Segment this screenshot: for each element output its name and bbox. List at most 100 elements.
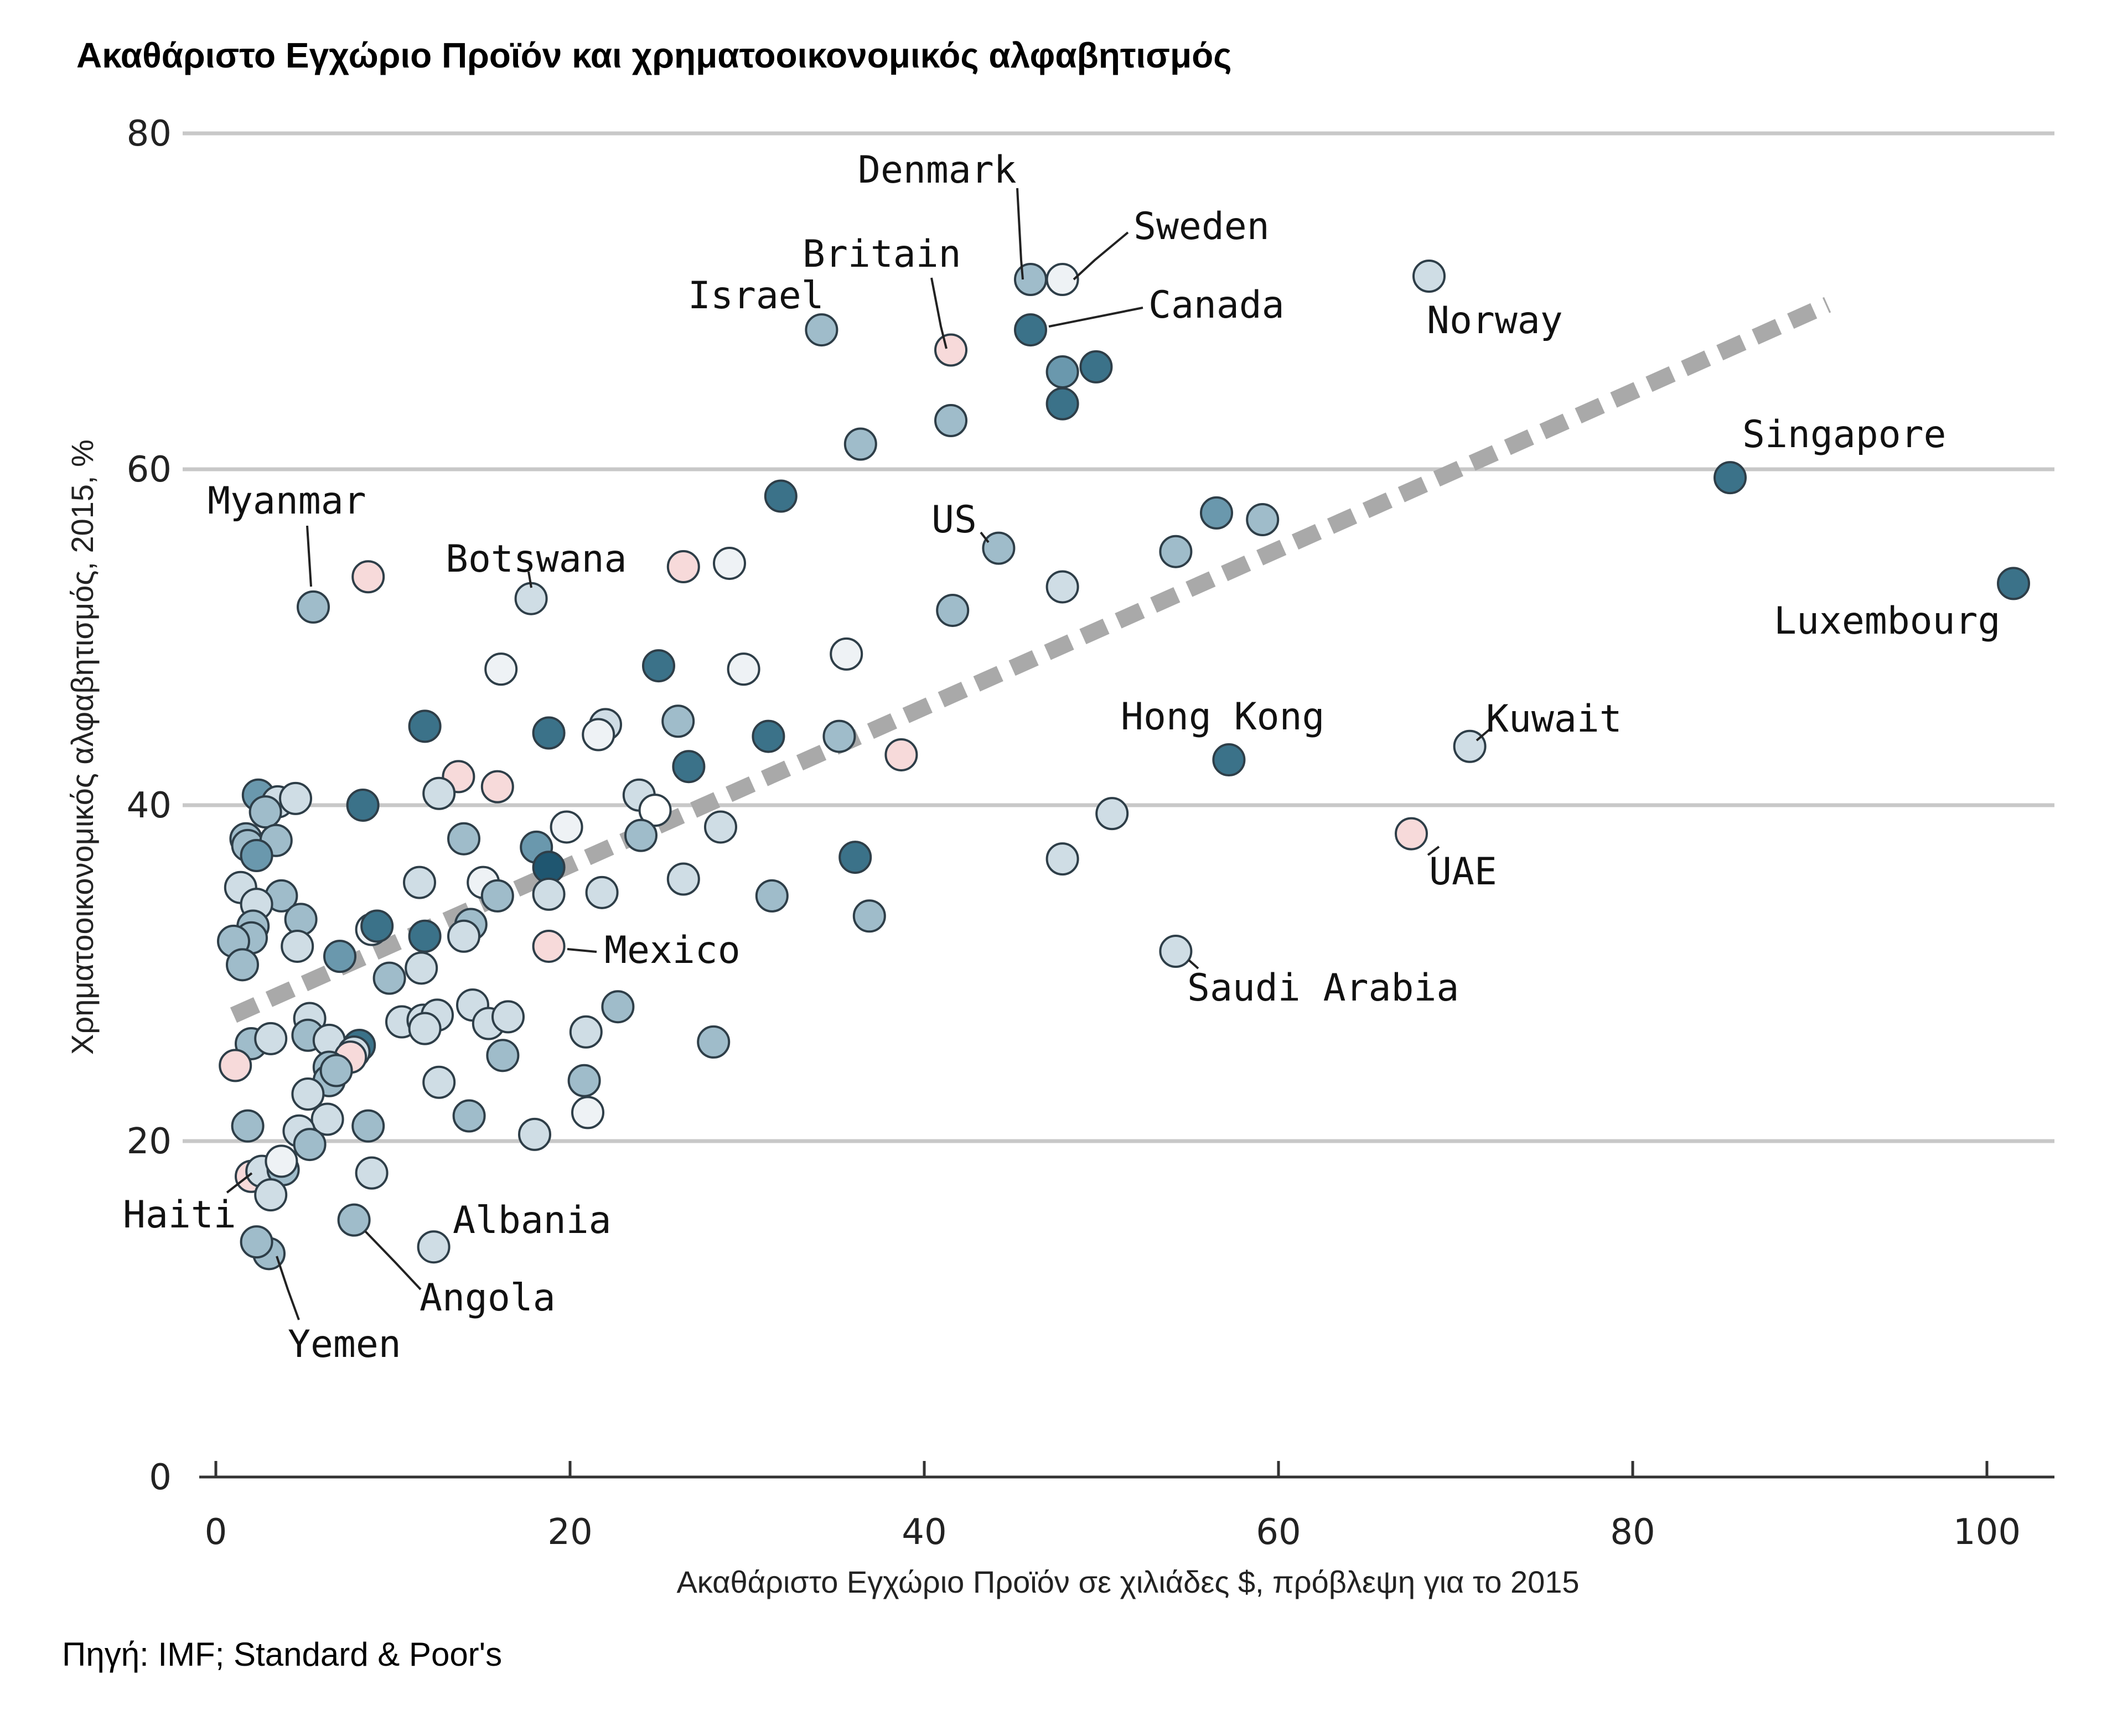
data-point	[727, 652, 760, 686]
y-axis-label: Χρηματοοικονομικός αλφαβητισμός, 2015, %	[65, 439, 100, 1055]
data-point	[569, 1015, 603, 1049]
grid-lines	[183, 131, 2054, 1143]
y-tick-label: 40	[127, 785, 172, 826]
label-norway: Norway	[1427, 299, 1563, 343]
data-point	[254, 1178, 288, 1212]
x-tick-label: 100	[1953, 1512, 2021, 1553]
label-sweden: Sweden	[1133, 205, 1270, 248]
data-point	[1045, 387, 1079, 421]
data-point	[830, 637, 863, 671]
data-point	[1200, 496, 1233, 530]
data-point	[1453, 729, 1487, 763]
data-point	[1412, 259, 1446, 293]
data-point	[624, 818, 658, 852]
data-point	[1045, 842, 1079, 876]
data-point	[408, 1012, 442, 1045]
data-point	[884, 738, 918, 771]
data-point	[518, 1117, 551, 1151]
data-point	[838, 841, 872, 874]
data-point	[422, 776, 456, 810]
data-point	[249, 795, 282, 829]
data-point	[408, 709, 442, 743]
data-point	[755, 879, 789, 913]
label-hong-kong: Hong Kong	[1121, 695, 1324, 739]
data-point	[408, 919, 442, 953]
data-point	[601, 990, 635, 1024]
data-point	[752, 719, 785, 753]
label-uae: UAE	[1429, 850, 1497, 894]
data-point	[447, 919, 480, 953]
leader-us	[980, 531, 990, 543]
data-point	[532, 877, 566, 911]
data-point	[672, 750, 706, 784]
data-point	[666, 550, 700, 584]
data-point	[1997, 567, 2030, 600]
label-singapore: Singapore	[1742, 413, 1946, 457]
data-point	[293, 1128, 327, 1162]
data-point	[360, 909, 394, 943]
data-point	[1714, 461, 1747, 495]
data-point	[704, 810, 737, 844]
data-point	[1045, 355, 1079, 388]
x-tick-label: 60	[1256, 1512, 1301, 1553]
data-point	[240, 1225, 273, 1259]
data-point	[550, 810, 583, 844]
data-point	[279, 781, 312, 815]
source-note: Πηγή: IMF; Standard & Poor's	[62, 1636, 502, 1673]
leader-sweden	[1073, 231, 1129, 281]
leader-haiti	[226, 1172, 253, 1194]
label-denmark: Denmark	[858, 148, 1017, 192]
data-point	[514, 582, 548, 615]
leader-uae	[1427, 846, 1440, 856]
label-yemen: Yemen	[288, 1323, 401, 1366]
leader-britain	[930, 277, 948, 349]
label-botswana: Botswana	[446, 537, 627, 581]
data-point	[346, 789, 380, 822]
leader-kuwait	[1476, 727, 1493, 742]
data-point	[1159, 935, 1193, 968]
data-point	[1014, 263, 1047, 297]
data-point	[843, 427, 877, 461]
data-point	[240, 839, 273, 873]
label-leaders	[226, 188, 1493, 1320]
data-point	[422, 1065, 456, 1099]
label-haiti: Haiti	[123, 1193, 236, 1237]
data-point	[666, 862, 700, 896]
x-axis-label: Ακαθάριστο Εγχώριο Προϊόν σε χιλιάδες $,…	[676, 1564, 1579, 1599]
data-point	[982, 531, 1016, 565]
data-points	[217, 259, 2030, 1271]
data-point	[372, 961, 406, 995]
data-point	[638, 794, 672, 827]
data-point	[571, 1096, 604, 1129]
label-mexico: Mexico	[604, 929, 741, 972]
data-point	[532, 929, 566, 963]
data-point	[805, 313, 838, 347]
data-point	[297, 590, 330, 624]
data-point	[323, 940, 356, 973]
data-point	[1246, 503, 1280, 537]
data-point	[1045, 263, 1079, 297]
y-tick-label: 20	[127, 1121, 172, 1162]
leader-myanmar	[306, 525, 312, 587]
data-point	[934, 403, 967, 437]
data-point	[351, 560, 385, 594]
leader-saudi	[1188, 959, 1199, 970]
data-point	[582, 718, 615, 752]
x-tick-label: 20	[547, 1512, 592, 1553]
y-tick-label: 80	[127, 113, 172, 154]
data-point	[852, 899, 886, 933]
data-point	[822, 719, 856, 753]
data-point	[1159, 535, 1193, 568]
data-point	[405, 951, 438, 985]
label-luxembourg: Luxembourg	[1774, 599, 2000, 643]
leader-yemen	[276, 1256, 300, 1320]
data-point	[291, 1077, 325, 1111]
data-point	[484, 652, 518, 686]
data-point	[1095, 797, 1129, 831]
data-point	[486, 1039, 520, 1072]
leader-angola	[364, 1230, 422, 1291]
leader-botswana	[527, 571, 532, 588]
label-britain: Britain	[803, 232, 961, 276]
data-point	[310, 1102, 344, 1136]
